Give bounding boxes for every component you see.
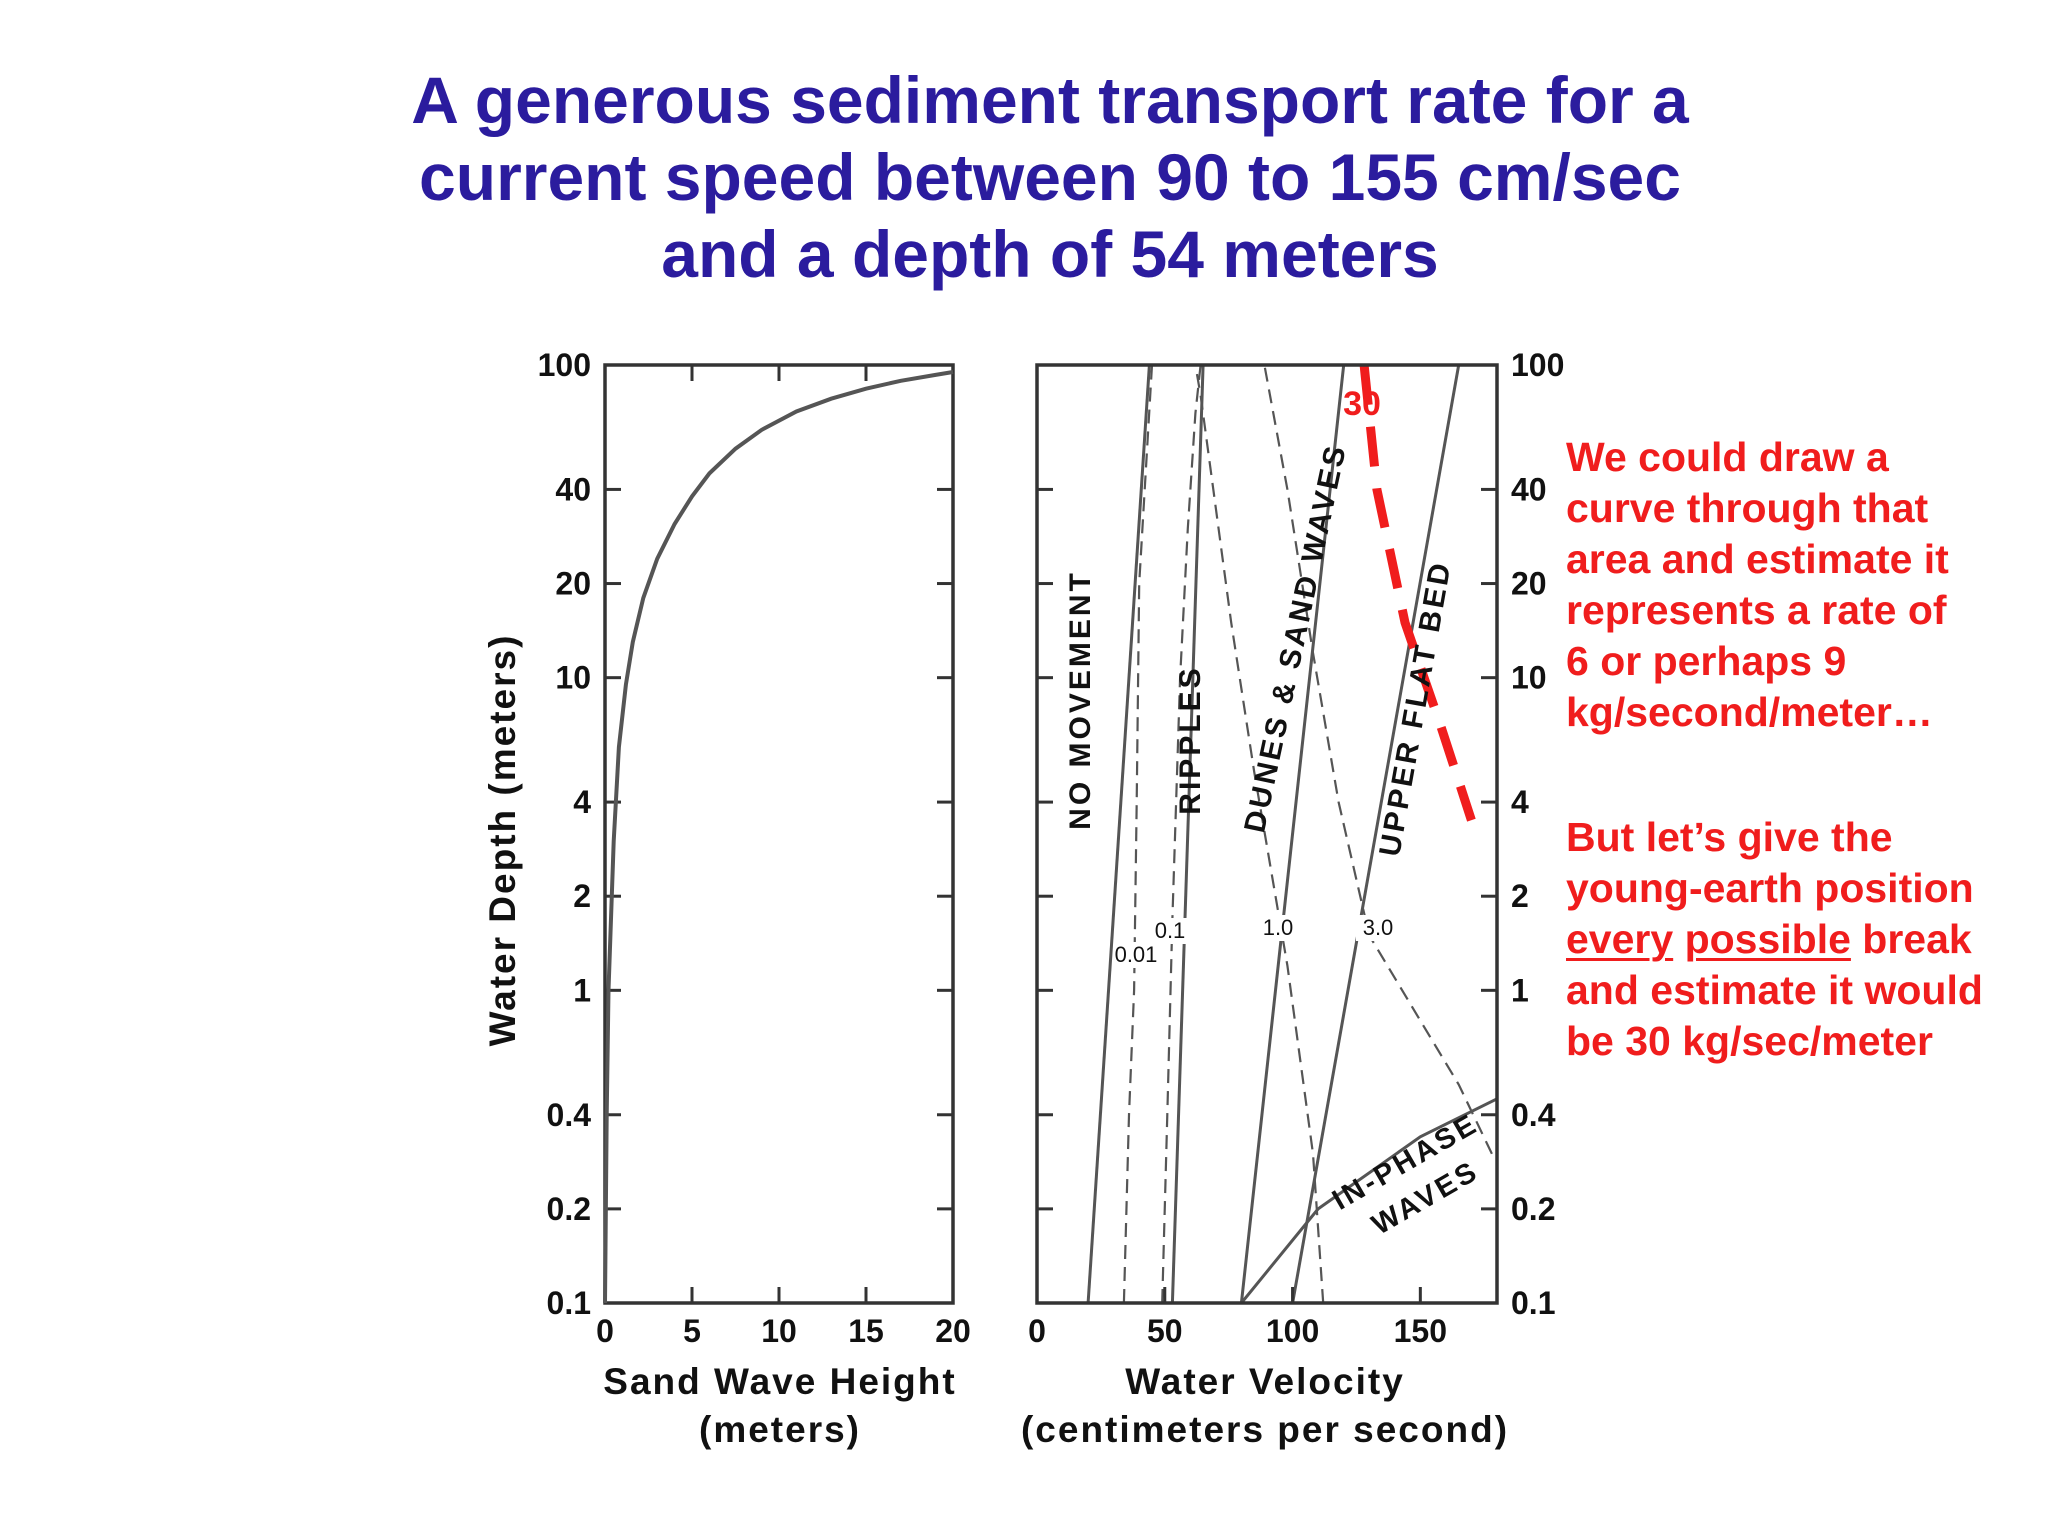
left-y-tick-label: 100 [538, 347, 591, 383]
red-30-dashed-curve [1359, 365, 1476, 822]
right-y-tick-label: 20 [1511, 566, 1547, 602]
left-x-tick-label: 5 [683, 1313, 701, 1349]
right-y-tick-label: 0.1 [1511, 1285, 1555, 1321]
contour-label: 3.0 [1363, 915, 1394, 940]
contour-label-bg [1114, 942, 1158, 968]
left-x-tick-label: 20 [935, 1313, 971, 1349]
velocity-regime-chart: 0.1 0.2 0.4 1 2 4 10 20 40 100 0 50 100 150 NO MOVEMEN… [1021, 347, 1564, 1450]
annotation-note-first: We could draw a curve through that area … [1566, 432, 2036, 738]
left-x-tick-label: 0 [596, 1313, 614, 1349]
right-x-axis-label: Water Velocity [1125, 1361, 1405, 1402]
right-x-tick-label: 50 [1147, 1313, 1183, 1349]
right-y-tick-label: 2 [1511, 878, 1529, 914]
left-y-tick-label: 0.2 [547, 1191, 591, 1227]
left-y-axis-label: Water Depth (meters) [482, 634, 523, 1047]
contour-label-bg [1356, 915, 1400, 941]
sand-wave-chart: 0.1 0.2 0.4 1 2 4 10 20 40 100 0 5 10 15 20 Sand Wave H… [482, 347, 971, 1450]
region-label-0: NO MOVEMENT [1064, 570, 1097, 830]
underlined-every: every [1566, 916, 1674, 962]
sand-wave-height-curve [603, 370, 954, 1304]
left-y-tick-label: 0.1 [547, 1285, 591, 1321]
right-y-tick-label: 0.4 [1511, 1097, 1556, 1133]
right-y-tick-label: 0.2 [1511, 1191, 1555, 1227]
regime-boundary-2 [1239, 365, 1346, 1303]
left-x-tick-label: 15 [848, 1313, 884, 1349]
right-y-tick-label: 40 [1511, 471, 1547, 507]
left-y-tick-label: 10 [555, 660, 591, 696]
note-second-line-3: every possible break [1566, 914, 2036, 965]
note-second-line-1: But let’s give the [1566, 814, 1893, 860]
left-y-tick-label: 40 [555, 471, 591, 507]
title-line-2: current speed between 90 to 155 cm/sec [419, 140, 1681, 214]
right-y-tick-label: 4 [1511, 784, 1529, 820]
regime-boundary-0 [1086, 365, 1151, 1303]
regime-boundary-4 [1240, 1097, 1497, 1303]
left-y-tick-label: 0.4 [547, 1097, 592, 1133]
note-second-line-3-rest: break [1850, 916, 1972, 962]
title-line-1: A generous sediment transport rate for a [411, 63, 1689, 137]
note-second-line-5: be 30 kg/sec/meter [1566, 1018, 1933, 1064]
left-x-tick-label: 10 [761, 1313, 797, 1349]
right-y-tick-label: 10 [1511, 660, 1547, 696]
right-x-tick-label: 0 [1028, 1313, 1046, 1349]
note-second-line-2: young-earth position [1566, 865, 1974, 911]
red-30-label: 30 [1343, 385, 1381, 423]
contour-label-bg [1148, 918, 1192, 944]
left-y-tick-label: 4 [573, 784, 591, 820]
slide-title: A generous sediment transport rate for a… [300, 62, 1800, 293]
note-first-line-5: 6 or perhaps 9 [1566, 638, 1847, 684]
contour-label: 0.01 [1115, 942, 1158, 967]
note-first-line-1: We could draw a [1566, 434, 1889, 480]
transport-contour-3 [1263, 365, 1493, 1155]
right-y-tick-label: 100 [1511, 347, 1564, 383]
title-line-3: and a depth of 54 meters [661, 217, 1439, 291]
region-label-1: RIPPLES [1174, 665, 1207, 814]
transport-contour-0 [1122, 365, 1154, 1303]
region-label-2: DUNES & SAND WAVES [1238, 441, 1353, 836]
regime-lines [1086, 365, 1497, 1303]
note-first-line-3: area and estimate it [1566, 536, 1949, 582]
note-first-line-4: represents a rate of [1566, 587, 1947, 633]
transport-contour-1 [1161, 365, 1202, 1303]
left-y-tick-label: 20 [555, 566, 591, 602]
annotation-note-second: But let’s give the young-earth position … [1566, 812, 2036, 1067]
transport-contour-2 [1194, 365, 1325, 1303]
right-x-tick-label: 150 [1394, 1313, 1447, 1349]
left-x-axis-label: Sand Wave Height [603, 1361, 956, 1402]
regime-boundary-1 [1170, 365, 1205, 1303]
left-y-tick-label: 1 [573, 972, 591, 1008]
note-second-line-4: and estimate it would [1566, 967, 1983, 1013]
left-plot-frame [603, 363, 955, 1305]
contour-label-bg [1256, 915, 1300, 941]
right-x-tick-label: 100 [1266, 1313, 1319, 1349]
note-first-line-6: kg/second/meter… [1566, 689, 1933, 735]
left-x-axis-unit: (meters) [699, 1409, 861, 1450]
contour-label: 1.0 [1263, 915, 1294, 940]
right-y-tick-label: 1 [1511, 972, 1529, 1008]
regime-boundary-3 [1291, 365, 1461, 1303]
left-y-tick-label: 2 [573, 878, 591, 914]
right-x-axis-unit: (centimeters per second) [1021, 1409, 1509, 1450]
underlined-possible: possible [1684, 916, 1851, 962]
contour-label: 0.1 [1155, 918, 1186, 943]
note-first-line-2: curve through that [1566, 485, 1929, 531]
right-plot-frame [1035, 363, 1499, 1305]
